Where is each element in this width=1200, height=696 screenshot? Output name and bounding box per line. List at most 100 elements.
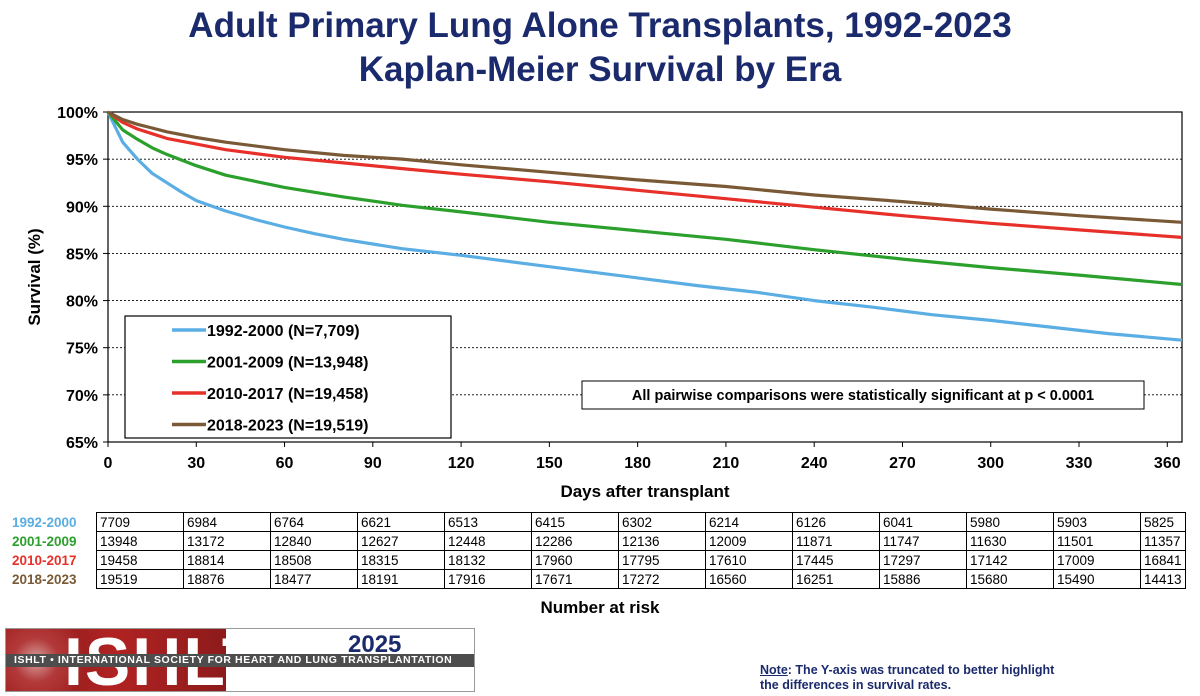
series-line-1 <box>106 111 1183 342</box>
risk-cell: 17795 <box>618 550 706 570</box>
y-tick-label: 100% <box>57 105 98 122</box>
risk-era-label: 1992-2000 <box>10 512 97 532</box>
survival-curves <box>106 110 1183 342</box>
series-line-2 <box>106 110 1183 287</box>
risk-cell: 16560 <box>705 569 793 589</box>
x-tick-label: 30 <box>187 455 205 472</box>
risk-era-label: 2010-2017 <box>10 550 97 570</box>
y-tick-label: 85% <box>66 246 98 263</box>
annotation-text: All pairwise comparisons were statistica… <box>632 388 1094 404</box>
risk-cell: 18315 <box>357 550 445 570</box>
survival-chart: 100% 95% 90% 85% 80% 75% 70% 65% 0 30 60 90 120 150 1… <box>25 105 1183 501</box>
risk-cell: 16841 <box>1140 550 1186 570</box>
legend-label: 2001-2009 (N=13,948) <box>207 355 368 372</box>
risk-cell: 11630 <box>966 531 1054 551</box>
x-tick-label: 60 <box>276 455 294 472</box>
risk-cell: 18191 <box>357 569 445 589</box>
risk-cell: 11501 <box>1053 531 1141 551</box>
legend-label: 1992-2000 (N=7,709) <box>207 323 360 340</box>
x-tick-label: 180 <box>624 455 651 472</box>
y-axis-label: Survival (%) <box>25 228 44 325</box>
risk-cell: 12448 <box>444 531 532 551</box>
x-tick-label: 360 <box>1154 455 1181 472</box>
risk-cell: 6302 <box>618 512 706 532</box>
risk-cell: 13948 <box>96 531 184 551</box>
legend-box <box>124 315 452 439</box>
risk-cell: 11747 <box>879 531 967 551</box>
risk-cell: 17960 <box>531 550 619 570</box>
risk-cell: 13172 <box>183 531 271 551</box>
risk-cell: 17671 <box>531 569 619 589</box>
risk-cell: 7709 <box>96 512 184 532</box>
x-tick-label: 120 <box>448 455 475 472</box>
risk-cell: 17297 <box>879 550 967 570</box>
risk-cell: 17916 <box>444 569 532 589</box>
risk-era-label: 2018-2023 <box>10 569 97 589</box>
legend-label: 2018-2023 (N=19,519) <box>207 418 368 435</box>
significance-annotation: All pairwise comparisons were statistica… <box>581 380 1145 410</box>
x-tick-label: 210 <box>713 455 740 472</box>
x-tick-label: 270 <box>889 455 916 472</box>
ishlt-logo: ISHLT ISHLT • INTERNATIONAL SOCIETY FOR … <box>5 628 475 692</box>
risk-row: 2001-2009 13948 13172 12840 12627 12448 12286 1… <box>10 531 1186 551</box>
legend-label: 2010-2017 (N=19,458) <box>207 386 368 403</box>
series-line-3 <box>107 110 1183 239</box>
risk-table-label: Number at risk <box>540 598 660 617</box>
risk-cell: 12136 <box>618 531 706 551</box>
plot-area-border <box>107 111 1183 443</box>
logo-year: 2025 <box>348 631 402 658</box>
risk-cell: 6214 <box>705 512 793 532</box>
risk-cell: 19519 <box>96 569 184 589</box>
risk-cell: 17272 <box>618 569 706 589</box>
y-tick-label: 70% <box>66 388 98 405</box>
risk-cell: 11357 <box>1140 531 1186 551</box>
risk-cell: 18508 <box>270 550 358 570</box>
y-axis-ticks: 100% 95% 90% 85% 80% 75% 70% 65% <box>57 105 108 452</box>
risk-cell: 5980 <box>966 512 1054 532</box>
risk-cell: 18814 <box>183 550 271 570</box>
note-prefix: Note <box>760 663 788 677</box>
series-line-4 <box>107 110 1183 224</box>
legend: 1992-2000 (N=7,709) 2001-2009 (N=13,948) 2… <box>124 315 452 439</box>
risk-cell: 5903 <box>1053 512 1141 532</box>
logo-strip-text: ISHLT • INTERNATIONAL SOCIETY FOR HEART … <box>14 654 453 666</box>
risk-cell: 16251 <box>792 569 880 589</box>
risk-cell: 6621 <box>357 512 445 532</box>
risk-cell: 19458 <box>96 550 184 570</box>
risk-cell: 12840 <box>270 531 358 551</box>
risk-cell: 6984 <box>183 512 271 532</box>
x-axis-label: Days after transplant <box>560 482 729 501</box>
risk-row: 2010-2017 19458 18814 18508 18315 18132 17960 1… <box>10 550 1186 570</box>
risk-cell: 17142 <box>966 550 1054 570</box>
risk-cell: 12627 <box>357 531 445 551</box>
x-tick-label: 330 <box>1066 455 1093 472</box>
footnote: Note: The Y-axis was truncated to better… <box>760 663 1060 693</box>
risk-row: 1992-2000 7709 6984 6764 6621 6513 6415 6302 621… <box>10 512 1186 532</box>
risk-cell: 14413 <box>1140 569 1186 589</box>
risk-cell: 15680 <box>966 569 1054 589</box>
y-tick-label: 80% <box>66 294 98 311</box>
risk-cell: 17445 <box>792 550 880 570</box>
risk-cell: 6513 <box>444 512 532 532</box>
note-text: : The Y-axis was truncated to better hig… <box>760 663 1055 692</box>
risk-cell: 6764 <box>270 512 358 532</box>
x-tick-label: 240 <box>801 455 828 472</box>
y-tick-label: 90% <box>66 199 98 216</box>
y-tick-label: 95% <box>66 152 98 169</box>
risk-cell: 11871 <box>792 531 880 551</box>
risk-cell: 6126 <box>792 512 880 532</box>
risk-cell: 5825 <box>1140 512 1186 532</box>
risk-row: 2018-2023 19519 18876 18477 18191 17916 17671 1… <box>10 569 1186 589</box>
risk-cell: 12286 <box>531 531 619 551</box>
risk-cell: 18876 <box>183 569 271 589</box>
risk-cell: 6415 <box>531 512 619 532</box>
risk-cell: 15886 <box>879 569 967 589</box>
risk-cell: 18132 <box>444 550 532 570</box>
risk-cell: 12009 <box>705 531 793 551</box>
risk-cell: 18477 <box>270 569 358 589</box>
chart-title: Adult Primary Lung Alone Transplants, 19… <box>188 6 1012 45</box>
y-tick-label: 65% <box>66 435 98 452</box>
x-tick-label: 90 <box>364 455 382 472</box>
risk-cell: 17610 <box>705 550 793 570</box>
x-tick-label: 300 <box>977 455 1004 472</box>
